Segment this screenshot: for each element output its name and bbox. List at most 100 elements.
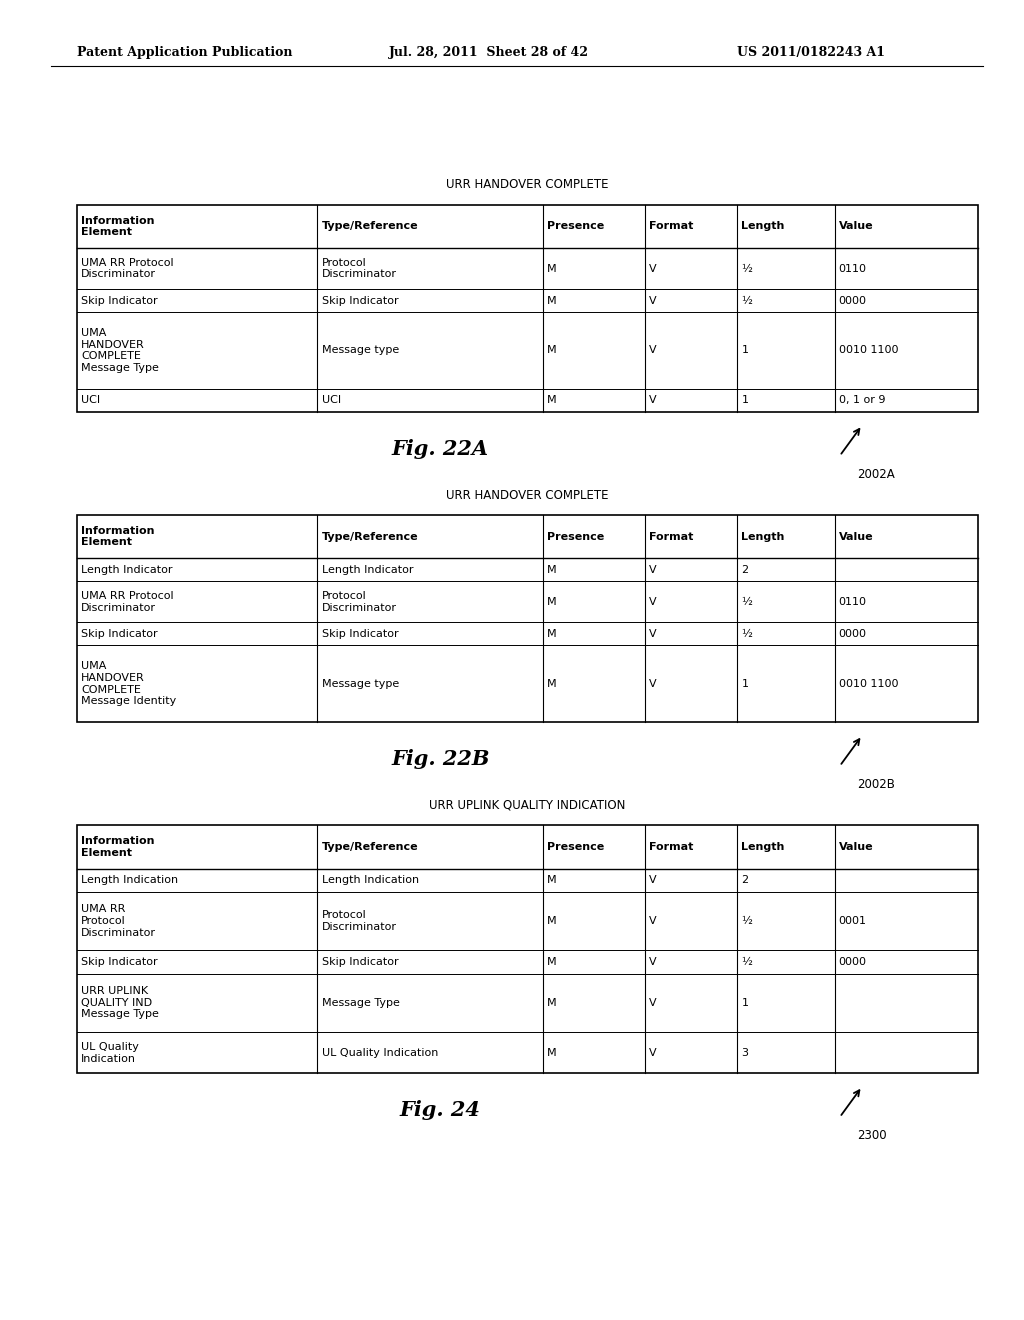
Bar	[77, 205, 978, 412]
Text: V: V	[649, 296, 656, 306]
Text: V: V	[649, 875, 656, 886]
Text: Information
Element: Information Element	[81, 215, 155, 238]
Text: Patent Application Publication: Patent Application Publication	[77, 46, 292, 59]
Text: Length: Length	[741, 532, 784, 541]
Text: 1: 1	[741, 998, 749, 1008]
Text: V: V	[649, 346, 656, 355]
Text: 0010 1100: 0010 1100	[839, 678, 898, 689]
Text: Skip Indicator: Skip Indicator	[81, 296, 158, 306]
Text: 0, 1 or 9: 0, 1 or 9	[839, 395, 885, 405]
Text: ½: ½	[741, 628, 753, 639]
Text: Jul. 28, 2011  Sheet 28 of 42: Jul. 28, 2011 Sheet 28 of 42	[389, 46, 589, 59]
Text: UMA RR
Protocol
Discriminator: UMA RR Protocol Discriminator	[81, 904, 156, 937]
Text: M: M	[547, 597, 556, 607]
Text: Skip Indicator: Skip Indicator	[81, 628, 158, 639]
Text: M: M	[547, 628, 556, 639]
Text: ½: ½	[741, 957, 753, 968]
Text: Format: Format	[649, 222, 693, 231]
Text: 0000: 0000	[839, 628, 866, 639]
Text: M: M	[547, 678, 556, 689]
Text: 2: 2	[741, 565, 749, 576]
Text: Value: Value	[839, 222, 873, 231]
Text: Fig. 22B: Fig. 22B	[391, 748, 489, 770]
Text: Length: Length	[741, 222, 784, 231]
Text: Value: Value	[839, 842, 873, 851]
Text: Protocol
Discriminator: Protocol Discriminator	[322, 257, 396, 280]
Text: M: M	[547, 875, 556, 886]
Bar	[77, 825, 978, 1073]
Text: Type/Reference: Type/Reference	[322, 222, 418, 231]
Text: M: M	[547, 1048, 556, 1057]
Text: V: V	[649, 628, 656, 639]
Text: URR HANDOVER COMPLETE: URR HANDOVER COMPLETE	[446, 178, 608, 191]
Text: Length Indicator: Length Indicator	[322, 565, 413, 576]
Text: ½: ½	[741, 296, 753, 306]
Text: M: M	[547, 296, 556, 306]
Text: Message type: Message type	[322, 346, 398, 355]
Text: Length: Length	[741, 842, 784, 851]
Text: 1: 1	[741, 678, 749, 689]
Text: V: V	[649, 957, 656, 968]
Text: V: V	[649, 916, 656, 927]
Text: Fig. 24: Fig. 24	[400, 1100, 480, 1121]
Text: Protocol
Discriminator: Protocol Discriminator	[322, 911, 396, 932]
Text: Value: Value	[839, 532, 873, 541]
Text: Skip Indicator: Skip Indicator	[322, 628, 398, 639]
Text: M: M	[547, 395, 556, 405]
Text: Skip Indicator: Skip Indicator	[81, 957, 158, 968]
Text: 0001: 0001	[839, 916, 866, 927]
Text: 2300: 2300	[857, 1129, 887, 1142]
Text: M: M	[547, 957, 556, 968]
Text: V: V	[649, 1048, 656, 1057]
Text: 0000: 0000	[839, 296, 866, 306]
Text: UCI: UCI	[322, 395, 341, 405]
Text: 2002B: 2002B	[857, 777, 895, 791]
Text: M: M	[547, 264, 556, 273]
Text: V: V	[649, 678, 656, 689]
Text: Protocol
Discriminator: Protocol Discriminator	[322, 591, 396, 612]
Text: Length Indication: Length Indication	[81, 875, 178, 886]
Text: M: M	[547, 916, 556, 927]
Text: UMA
HANDOVER
COMPLETE
Message Type: UMA HANDOVER COMPLETE Message Type	[81, 329, 159, 372]
Text: Length Indicator: Length Indicator	[81, 565, 172, 576]
Text: Presence: Presence	[547, 222, 604, 231]
Text: M: M	[547, 998, 556, 1008]
Text: Format: Format	[649, 532, 693, 541]
Text: URR UPLINK
QUALITY IND
Message Type: URR UPLINK QUALITY IND Message Type	[81, 986, 159, 1019]
Text: Type/Reference: Type/Reference	[322, 532, 418, 541]
Text: V: V	[649, 395, 656, 405]
Bar	[77, 515, 978, 722]
Text: 0110: 0110	[839, 264, 866, 273]
Text: URR HANDOVER COMPLETE: URR HANDOVER COMPLETE	[446, 488, 608, 502]
Text: V: V	[649, 597, 656, 607]
Text: Information
Element: Information Element	[81, 836, 155, 858]
Text: ½: ½	[741, 916, 753, 927]
Text: 1: 1	[741, 346, 749, 355]
Text: ½: ½	[741, 597, 753, 607]
Text: 0000: 0000	[839, 957, 866, 968]
Text: UCI: UCI	[81, 395, 100, 405]
Text: UL Quality
Indication: UL Quality Indication	[81, 1041, 139, 1064]
Text: Presence: Presence	[547, 532, 604, 541]
Text: Message type: Message type	[322, 678, 398, 689]
Text: 1: 1	[741, 395, 749, 405]
Text: 2: 2	[741, 875, 749, 886]
Text: V: V	[649, 998, 656, 1008]
Text: M: M	[547, 565, 556, 576]
Text: Presence: Presence	[547, 842, 604, 851]
Text: URR UPLINK QUALITY INDICATION: URR UPLINK QUALITY INDICATION	[429, 799, 626, 812]
Text: Message Type: Message Type	[322, 998, 399, 1008]
Text: US 2011/0182243 A1: US 2011/0182243 A1	[737, 46, 886, 59]
Text: V: V	[649, 264, 656, 273]
Text: Length Indication: Length Indication	[322, 875, 419, 886]
Text: UMA RR Protocol
Discriminator: UMA RR Protocol Discriminator	[81, 591, 173, 612]
Text: 0010 1100: 0010 1100	[839, 346, 898, 355]
Text: ½: ½	[741, 264, 753, 273]
Text: Format: Format	[649, 842, 693, 851]
Text: Fig. 22A: Fig. 22A	[392, 438, 488, 459]
Text: UMA
HANDOVER
COMPLETE
Message Identity: UMA HANDOVER COMPLETE Message Identity	[81, 661, 176, 706]
Text: UMA RR Protocol
Discriminator: UMA RR Protocol Discriminator	[81, 257, 173, 280]
Text: 0110: 0110	[839, 597, 866, 607]
Text: Type/Reference: Type/Reference	[322, 842, 418, 851]
Text: V: V	[649, 565, 656, 576]
